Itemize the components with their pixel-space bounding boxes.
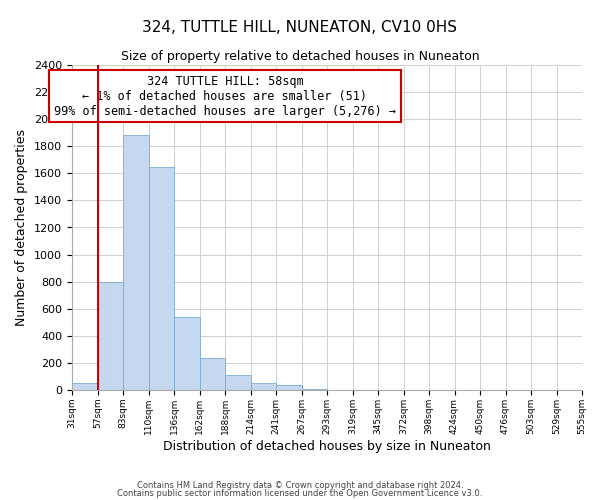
Bar xyxy=(123,136,149,390)
Text: 324, TUTTLE HILL, NUNEATON, CV10 0HS: 324, TUTTLE HILL, NUNEATON, CV10 0HS xyxy=(143,20,458,35)
Bar xyxy=(149,166,174,390)
Bar xyxy=(72,383,97,390)
Bar xyxy=(174,317,199,390)
Text: Contains public sector information licensed under the Open Government Licence v3: Contains public sector information licen… xyxy=(118,489,482,498)
Bar xyxy=(225,375,251,390)
Text: Size of property relative to detached houses in Nuneaton: Size of property relative to detached ho… xyxy=(121,50,479,63)
Text: 324 TUTTLE HILL: 58sqm
← 1% of detached houses are smaller (51)
99% of semi-deta: 324 TUTTLE HILL: 58sqm ← 1% of detached … xyxy=(54,74,396,118)
Bar xyxy=(97,282,123,390)
X-axis label: Distribution of detached houses by size in Nuneaton: Distribution of detached houses by size … xyxy=(163,440,491,452)
Bar xyxy=(199,358,225,390)
Y-axis label: Number of detached properties: Number of detached properties xyxy=(16,129,28,326)
Bar xyxy=(251,382,276,390)
Bar xyxy=(276,386,302,390)
Text: Contains HM Land Registry data © Crown copyright and database right 2024.: Contains HM Land Registry data © Crown c… xyxy=(137,480,463,490)
